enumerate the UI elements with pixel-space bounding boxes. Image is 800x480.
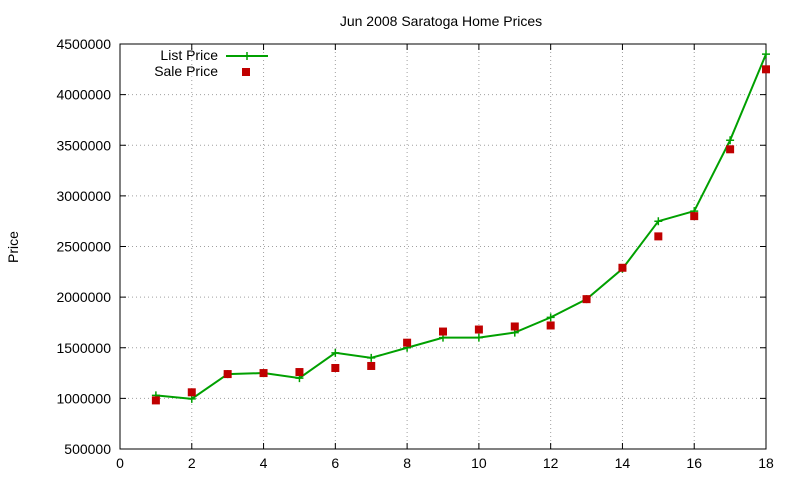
legend-label-sale-price: Sale Price	[154, 63, 218, 79]
sale-price-point	[762, 65, 770, 74]
x-tick-label: 18	[758, 455, 774, 471]
sale-price-point	[546, 321, 555, 330]
legend-marker-list-price	[243, 52, 251, 60]
x-tick-label: 0	[116, 455, 124, 471]
list-price-point	[367, 353, 376, 362]
sale-price-point	[726, 145, 735, 154]
legend-marker-sale-price	[242, 68, 250, 76]
y-tick-label: 4000000	[56, 87, 111, 103]
y-tick-label: 1500000	[56, 340, 111, 356]
legend-label-list-price: List Price	[160, 47, 218, 63]
y-tick-label: 4500000	[56, 36, 111, 52]
sale-price-point	[403, 338, 412, 347]
x-tick-label: 2	[188, 455, 196, 471]
y-tick-label: 500000	[64, 441, 111, 457]
x-tick-label: 10	[471, 455, 487, 471]
y-tick-label: 3500000	[56, 137, 111, 153]
sale-price-point	[690, 212, 699, 221]
sale-price-point	[474, 325, 483, 334]
x-tick-label: 14	[615, 455, 631, 471]
grid	[120, 44, 766, 449]
sale-price-point	[439, 327, 447, 336]
sale-price-point	[367, 361, 376, 370]
list-price-point	[474, 333, 483, 342]
list-price-point	[726, 136, 735, 145]
sale-price-point	[582, 295, 591, 304]
y-tick-label: 1000000	[56, 390, 111, 406]
y-tick-label: 2500000	[56, 239, 111, 255]
x-tick-label: 8	[403, 455, 411, 471]
sale-price-point	[151, 396, 160, 405]
sale-price-point	[618, 263, 627, 272]
sale-price-point	[223, 370, 232, 379]
x-tick-label: 4	[260, 455, 268, 471]
list-price-point	[762, 50, 770, 59]
axis-ticks: 500000 1000000 1500000 2000000 2500000 300000…	[56, 36, 774, 471]
series-layer	[151, 50, 770, 405]
sale-price-point	[510, 322, 519, 331]
list-price-point	[546, 313, 555, 322]
sale-price-point	[295, 368, 304, 377]
y-tick-label: 3000000	[56, 188, 111, 204]
x-tick-label: 12	[543, 455, 559, 471]
sale-price-point	[187, 388, 196, 397]
x-tick-label: 16	[686, 455, 702, 471]
y-tick-label: 2000000	[56, 289, 111, 305]
list-price-line	[155, 53, 767, 400]
chart-title: Jun 2008 Saratoga Home Prices	[340, 13, 542, 29]
list-price-point	[331, 348, 340, 357]
list-price-point	[654, 217, 663, 226]
sale-price-point	[654, 232, 663, 241]
sale-price-point	[259, 369, 268, 378]
y-axis-label: Price	[5, 231, 21, 263]
sale-price-point	[331, 364, 340, 372]
x-tick-label: 6	[331, 455, 339, 471]
